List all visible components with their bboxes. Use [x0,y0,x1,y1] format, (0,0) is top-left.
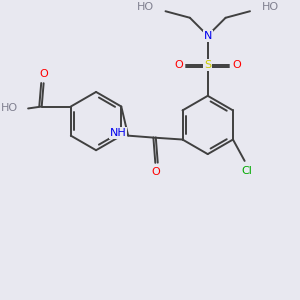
Text: O: O [232,60,241,70]
Text: O: O [151,167,160,177]
Text: N: N [204,31,212,40]
Text: O: O [174,60,183,70]
Text: NH: NH [110,128,126,138]
Text: O: O [39,70,48,80]
Text: HO: HO [137,2,154,12]
Text: S: S [204,60,211,70]
Text: HO: HO [1,103,18,113]
Text: Cl: Cl [241,166,252,176]
Text: HO: HO [262,2,279,12]
